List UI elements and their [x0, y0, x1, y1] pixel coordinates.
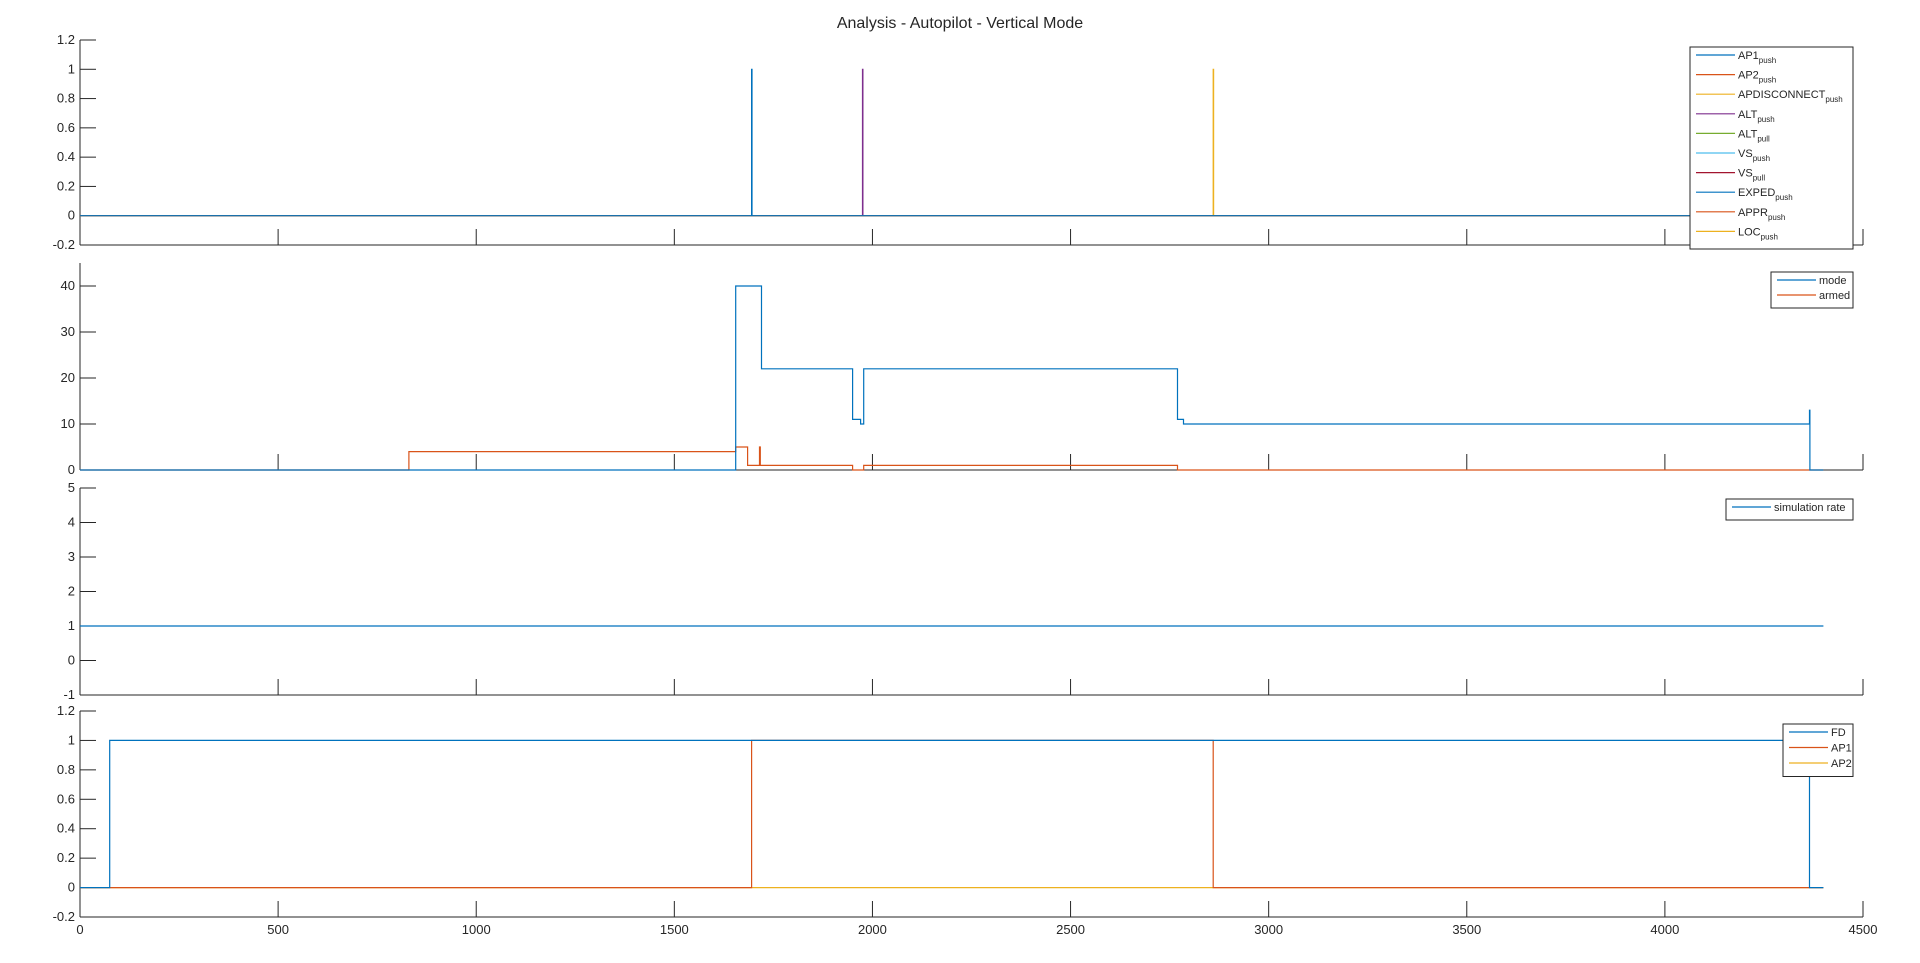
legend: FD AP1 AP2	[1782, 723, 1854, 777]
legend-label: FD	[1831, 727, 1846, 739]
y-tick-label: 1	[68, 61, 75, 76]
legend-label: simulation rate	[1774, 502, 1846, 514]
subplot-3: -1 0 1 2 3 4 5 simulation rate	[63, 480, 1864, 702]
x-tick-label: 1000	[462, 922, 491, 937]
series-line-0	[80, 285, 1824, 471]
y-tick-label: 5	[68, 480, 75, 495]
subplots: -0.200.20.40.60.811.2AP1pushAP2pushAPDIS…	[53, 32, 1878, 937]
legend-label: APPRpush	[1738, 207, 1785, 222]
legend-box	[1770, 271, 1854, 309]
y-tick-label: 0.6	[57, 120, 75, 135]
x-tick-label: 3000	[1254, 922, 1283, 937]
legend: mode armed	[1770, 271, 1854, 309]
y-tick-label: 0.4	[57, 821, 75, 836]
chart-title: Analysis - Autopilot - Vertical Mode	[837, 15, 1083, 32]
legend-label: mode	[1819, 275, 1847, 287]
legend: AP1push AP2push APDISCONNECTpush ALTpush ALT…	[1689, 46, 1854, 250]
legend-label: AP2	[1831, 758, 1852, 770]
y-tick-label: 1.2	[57, 703, 75, 718]
legend-label: EXPEDpush	[1738, 187, 1793, 202]
legend: simulation rate	[1725, 498, 1854, 521]
x-tick-label: 1500	[660, 922, 689, 937]
y-tick-label: 0.8	[57, 91, 75, 106]
y-tick-label: 0	[68, 880, 75, 895]
series-line-1	[80, 739, 1824, 889]
series-line-3	[80, 68, 1824, 217]
y-tick-label: 0.2	[57, 850, 75, 865]
y-tick-label: 0	[68, 653, 75, 668]
x-tick-label: 2500	[1056, 922, 1085, 937]
legend-label: armed	[1819, 290, 1850, 302]
y-tick-label: 0.4	[57, 149, 75, 164]
y-tick-label: -0.2	[53, 237, 75, 252]
legend-label: AP2push	[1738, 70, 1776, 85]
x-tick-label: 4500	[1849, 922, 1878, 937]
x-tick-label: 3500	[1452, 922, 1481, 937]
y-tick-label: 40	[61, 278, 75, 293]
series-line-1	[80, 446, 1824, 471]
subplot-1: -0.2 0 0.2 0.4 0.6 0.8 1 1.2 AP1push AP2push APDIS…	[53, 32, 1864, 252]
legend-label: APDISCONNECTpush	[1738, 89, 1843, 104]
y-tick-label: 0.8	[57, 762, 75, 777]
legend-label: LOCpush	[1738, 226, 1778, 241]
series-line-2	[80, 68, 1824, 217]
x-tick-label: 4000	[1650, 922, 1679, 937]
y-tick-label: 10	[61, 416, 75, 431]
y-tick-label: 30	[61, 324, 75, 339]
x-tick-label: 2000	[858, 922, 887, 937]
series-line-0	[80, 68, 1824, 217]
y-tick-label: 1	[68, 732, 75, 747]
y-tick-label: -0.2	[53, 909, 75, 924]
legend-label: AP1	[1831, 743, 1852, 755]
legend-box	[1689, 46, 1854, 250]
legend-box	[1725, 498, 1854, 521]
y-tick-label: 0.6	[57, 791, 75, 806]
legend-label: VSpush	[1738, 148, 1770, 163]
legend-label: AP1push	[1738, 50, 1776, 65]
y-tick-label: 20	[61, 370, 75, 385]
y-tick-label: 1	[68, 618, 75, 633]
series-line-0	[80, 739, 1824, 889]
subplot-2: 0 10 20 30 40 mode armed	[61, 263, 1864, 477]
legend-box	[1782, 723, 1854, 777]
legend-label: ALTpull	[1738, 128, 1770, 143]
legend-label: ALTpush	[1738, 109, 1775, 124]
y-tick-label: 2	[68, 584, 75, 599]
y-tick-label: 0	[68, 462, 75, 477]
y-tick-label: 1.2	[57, 32, 75, 47]
y-tick-label: 0.2	[57, 178, 75, 193]
y-tick-label: 3	[68, 549, 75, 564]
x-tick-label: 0	[76, 922, 83, 937]
y-tick-label: 4	[68, 515, 75, 530]
x-tick-label: 500	[267, 922, 289, 937]
legend-label: VSpull	[1738, 168, 1765, 183]
subplot-4: -0.200.20.40.60.811.20 500 1000 1500 2000 250…	[53, 703, 1878, 937]
y-tick-label: 0	[68, 208, 75, 223]
y-tick-label: -1	[63, 687, 75, 702]
